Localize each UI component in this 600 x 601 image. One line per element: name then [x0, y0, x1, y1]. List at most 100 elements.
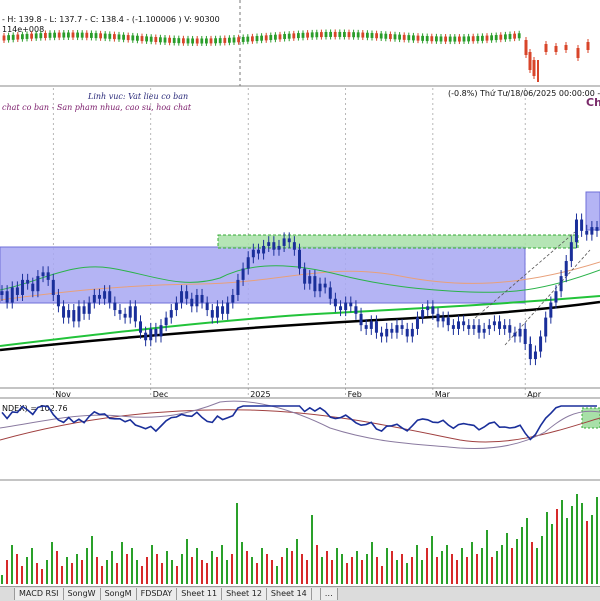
tab-blank[interactable] [311, 588, 321, 600]
candle-body [31, 283, 35, 292]
volume-bar [591, 515, 593, 584]
volume-bar [261, 548, 263, 584]
overview-candle-body [122, 34, 125, 40]
overview-candle-body [564, 45, 568, 50]
tab-more[interactable]: … [320, 588, 338, 600]
volume-bar [551, 524, 553, 584]
overview-candle-body [223, 37, 227, 43]
price-panel: Linh vuc: Vat lieu co ban chat co ban - … [0, 88, 600, 399]
overview-candle-body [476, 36, 480, 42]
overview-candle-body [301, 32, 305, 38]
candle-body [277, 245, 281, 250]
volume-bar [346, 563, 348, 584]
tab-sheet-14[interactable]: Sheet 14 [266, 588, 312, 600]
volume-bar [321, 557, 323, 584]
candle-body [41, 272, 45, 277]
overview-candle-body [80, 32, 84, 38]
overview-candle-body [205, 38, 208, 44]
overview-candle-body [528, 52, 532, 70]
volume-bar [111, 551, 113, 584]
overview-candle-body [352, 32, 355, 38]
sheet-tabs: MACD RSI SongW SongM FDSDAY Sheet 11 She… [0, 586, 600, 601]
candle-body [26, 279, 30, 284]
consolidation-box [0, 246, 526, 304]
overview-candle-body [159, 37, 162, 43]
volume-bar [471, 542, 473, 584]
candle-body [21, 279, 25, 295]
industry-label: chat co ban - San pham nhua, cao su, hoa… [2, 103, 192, 112]
overview-candle-body [246, 36, 250, 42]
candle-body [539, 336, 543, 352]
overview-candle-body [425, 36, 429, 42]
candle-body [533, 351, 537, 360]
overview-candle-body [274, 34, 277, 40]
volume-bar [426, 548, 428, 584]
overview-candle-body [366, 32, 369, 38]
breakout-box [585, 191, 600, 231]
overview-candle-body [232, 37, 236, 43]
candle-body [113, 302, 117, 311]
overview-candle-body [347, 32, 351, 38]
candle-body [221, 306, 225, 314]
candle-body [118, 310, 122, 314]
ohlc-readout: - H: 139.8 - L: 137.7 - C: 138.4 - (-1.1… [2, 15, 220, 24]
candle-body [241, 268, 245, 280]
candle-body [333, 298, 337, 307]
candle-body [246, 257, 250, 269]
date-readout: (-0.8%) Thứ Tư/18/06/2025 00:00:00 - [448, 89, 600, 98]
volume-bar [11, 545, 13, 584]
candle-body [62, 306, 66, 318]
overview-candle-body [218, 38, 222, 44]
volume-readout: 114e+008 [2, 25, 44, 34]
overview-candle-body [182, 38, 185, 44]
candle-body [436, 313, 440, 322]
overview-candle-body [310, 32, 314, 38]
overview-candle-body [163, 37, 167, 43]
candle-body [262, 245, 266, 254]
candle-body [472, 325, 476, 329]
overview-candle-body [195, 38, 199, 44]
candle-body [339, 306, 343, 311]
candle-body [287, 238, 291, 243]
tab-sheet-11[interactable]: Sheet 11 [177, 588, 223, 600]
candle-body [72, 310, 76, 322]
candle-body [210, 310, 214, 318]
volume-bar [251, 557, 253, 584]
candle-body [569, 242, 573, 262]
overview-candle-body [237, 37, 240, 43]
volume-bar [71, 563, 73, 584]
candle-body [231, 294, 235, 303]
volume-bar [446, 545, 448, 584]
volume-bar [16, 554, 18, 584]
tab-nav-left[interactable] [0, 588, 15, 600]
tab-macd-rsi[interactable]: MACD RSI [15, 588, 64, 600]
overview-candle-body [11, 34, 15, 40]
candle-body [15, 287, 19, 295]
volume-bar [61, 566, 63, 584]
tab-sheet-12[interactable]: Sheet 12 [222, 588, 267, 600]
overview-candle-body [255, 36, 259, 42]
candle-body [144, 332, 148, 341]
tab-songm[interactable]: SongM [100, 588, 137, 600]
overview-candle-body [333, 31, 337, 37]
volume-bar [536, 548, 538, 584]
volume-bar [66, 557, 68, 584]
overview-candle-body [149, 36, 153, 42]
overview-candle-body [504, 34, 507, 40]
candle-body [498, 321, 502, 329]
volume-bar [1, 575, 3, 584]
tab-fdsday[interactable]: FDSDAY [136, 588, 178, 600]
overview-candle-body [260, 35, 263, 41]
volume-bar [26, 557, 28, 584]
candle-body [544, 317, 548, 337]
volume-bar [491, 557, 493, 584]
tab-songw[interactable]: SongW [63, 588, 101, 600]
candle-body [349, 302, 353, 307]
overview-candle-body [416, 35, 420, 41]
volume-bar [161, 563, 163, 584]
candle-body [77, 306, 81, 322]
volume-bar [176, 566, 178, 584]
overview-candle-body [39, 33, 43, 39]
candle-body [410, 328, 414, 337]
volume-bar [341, 554, 343, 584]
